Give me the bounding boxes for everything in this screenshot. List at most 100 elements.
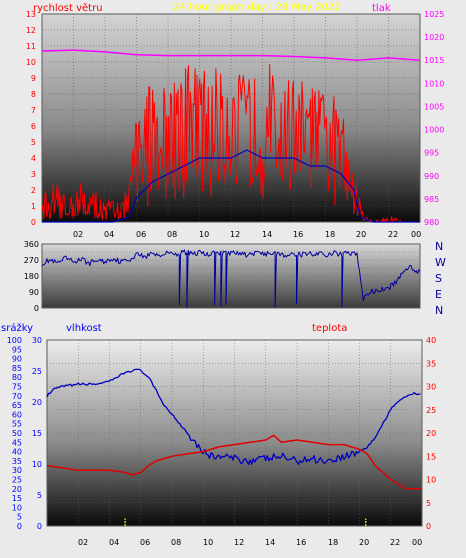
y-tick-direction: 0 <box>34 304 39 313</box>
humidity-label: vlhkost <box>66 323 102 334</box>
y-tick-wind: 4 <box>31 154 36 163</box>
x-tick-bottom: 00 <box>412 538 422 547</box>
y-tick-pressure: 990 <box>424 172 439 181</box>
grid-lines <box>42 13 423 527</box>
y-tick-pressure: 1000 <box>424 126 444 135</box>
y-tick-humidity: 10 <box>32 460 42 469</box>
y-tick-temperature: 20 <box>426 429 436 438</box>
y-tick-temperature: 5 <box>426 499 431 508</box>
y-tick-wind: 1 <box>31 202 36 211</box>
y-tick-rain: 15 <box>12 494 22 503</box>
y-tick-rain: 55 <box>12 420 22 429</box>
y-tick-rain: 65 <box>12 401 22 410</box>
x-tick-bottom: 02 <box>78 538 88 547</box>
y-tick-rain: 35 <box>12 457 22 466</box>
y-tick-wind: 2 <box>31 186 36 195</box>
y-tick-rain: 85 <box>12 364 22 373</box>
y-tick-temperature: 25 <box>426 406 436 415</box>
x-tick-bottom: 14 <box>265 538 275 547</box>
x-tick-bottom: 22 <box>390 538 400 547</box>
y-tick-direction: 90 <box>29 288 39 297</box>
x-tick-top: 04 <box>104 230 114 239</box>
y-tick-pressure: 1010 <box>424 79 444 88</box>
y-tick-pressure: 995 <box>424 149 439 158</box>
x-tick-top: 02 <box>73 230 83 239</box>
x-tick-bottom: 16 <box>296 538 306 547</box>
y-tick-wind: 9 <box>31 74 36 83</box>
y-tick-rain: 20 <box>12 485 22 494</box>
y-tick-pressure: 980 <box>424 218 439 227</box>
y-tick-wind: 5 <box>31 138 36 147</box>
y-tick-direction: 180 <box>24 272 39 281</box>
y-tick-direction: 360 <box>24 240 39 249</box>
y-tick-pressure: 985 <box>424 195 439 204</box>
y-tick-humidity: 15 <box>32 429 42 438</box>
x-tick-bottom: 20 <box>359 538 369 547</box>
x-axis-bottom: 02 04 06 08 10 12 14 16 18 20 22 00 <box>78 538 422 547</box>
x-tick-top: 20 <box>356 230 366 239</box>
x-tick-top: 12 <box>230 230 240 239</box>
y-tick-temperature: 0 <box>426 522 431 531</box>
y-tick-rain: 90 <box>12 355 22 364</box>
y-tick-humidity: 0 <box>37 522 42 531</box>
temperature-label: teplota <box>312 323 347 334</box>
x-tick-top: 14 <box>262 230 272 239</box>
compass-e: E <box>435 288 442 301</box>
x-axis-top: 02 04 06 08 10 12 14 16 18 20 22 00 <box>73 230 421 239</box>
y-tick-temperature: 15 <box>426 452 436 461</box>
x-tick-top: 06 <box>136 230 146 239</box>
chart-title: 24 hour graph day : 28 May 2022 <box>173 2 341 13</box>
data-series <box>41 49 422 526</box>
y-tick-temperature: 30 <box>426 383 436 392</box>
wind-direction-series <box>41 249 421 309</box>
y-tick-rain: 40 <box>12 448 22 457</box>
y-tick-wind: 8 <box>31 90 36 99</box>
compass-labels: N W S E N <box>435 240 446 317</box>
compass-n-top: N <box>435 240 443 253</box>
y-tick-pressure: 1020 <box>424 33 444 42</box>
pressure-series <box>41 49 421 61</box>
y-tick-humidity: 5 <box>37 491 42 500</box>
y-tick-wind: 6 <box>31 122 36 131</box>
x-tick-top: 22 <box>388 230 398 239</box>
y-tick-wind: 13 <box>26 10 36 19</box>
y-tick-rain: 5 <box>17 513 22 522</box>
y-tick-wind: 0 <box>31 218 36 227</box>
wind-average-series <box>42 149 420 223</box>
y-tick-rain: 45 <box>12 438 22 447</box>
rain-label: srážky <box>1 322 33 334</box>
y-tick-pressure: 1005 <box>424 102 444 111</box>
x-tick-bottom: 12 <box>234 538 244 547</box>
y-tick-wind: 10 <box>26 58 36 67</box>
x-tick-top: 10 <box>199 230 209 239</box>
y-tick-pressure: 1025 <box>424 10 444 19</box>
y-tick-rain: 75 <box>12 383 22 392</box>
x-tick-top: 16 <box>293 230 303 239</box>
y-tick-humidity: 25 <box>32 367 42 376</box>
y-tick-humidity: 30 <box>32 336 42 345</box>
y-tick-wind: 7 <box>31 106 36 115</box>
y-tick-temperature: 10 <box>426 476 436 485</box>
x-tick-top: 08 <box>167 230 177 239</box>
y-tick-rain: 30 <box>12 466 22 475</box>
temperature-series <box>46 434 422 490</box>
y-tick-wind: 11 <box>26 42 36 51</box>
y-tick-rain: 60 <box>12 410 22 419</box>
x-tick-bottom: 08 <box>171 538 181 547</box>
y-tick-rain: 0 <box>17 522 22 531</box>
x-tick-bottom: 04 <box>109 538 119 547</box>
y-tick-wind: 12 <box>26 26 36 35</box>
y-tick-rain: 70 <box>12 392 22 401</box>
compass-n-bottom: N <box>435 304 443 317</box>
y-tick-direction: 270 <box>24 256 39 265</box>
wind-speed-label: rychlost větru <box>33 2 103 14</box>
y-tick-rain: 10 <box>12 503 22 512</box>
y-tick-rain: 95 <box>12 345 22 354</box>
axis-labels: 0123456789101112139809859909951000100510… <box>7 10 445 531</box>
humidity-series <box>46 368 421 466</box>
y-tick-temperature: 40 <box>426 336 436 345</box>
x-tick-top: 00 <box>411 230 421 239</box>
y-tick-humidity: 20 <box>32 398 42 407</box>
